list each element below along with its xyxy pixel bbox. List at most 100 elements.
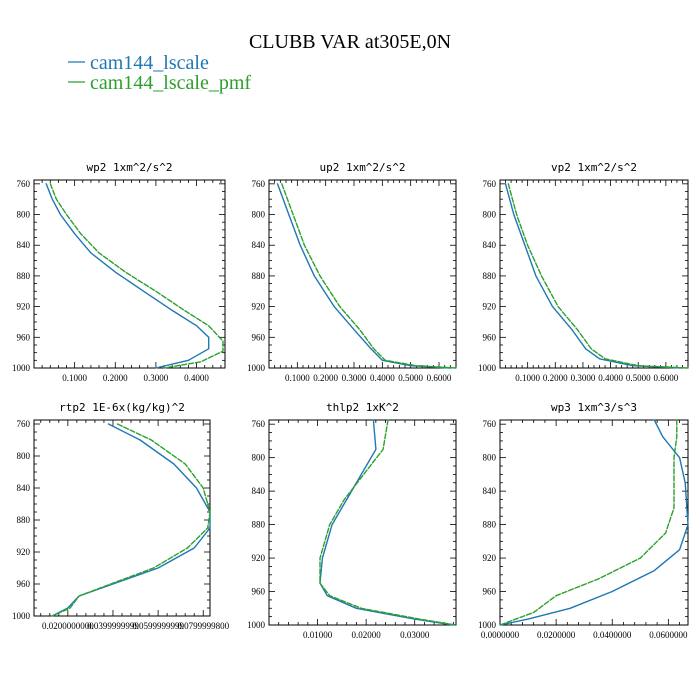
- y-tick-label: 1000: [12, 611, 31, 621]
- x-tick-label: 0.02000: [352, 630, 382, 640]
- series-line-cam144-lscale: [276, 183, 451, 369]
- series-line-cam144-lscale-pmf: [49, 183, 224, 369]
- y-tick-label: 920: [17, 302, 31, 312]
- panel-5: wp3 1xm^3/s^3 760 800 840 880 920 960 10000.000…: [478, 401, 689, 640]
- panel-title: wp3 1xm^3/s^3: [551, 401, 637, 414]
- x-tick-label: 0.1000: [515, 373, 540, 383]
- series-line-cam144-lscale-pmf: [51, 423, 211, 617]
- y-tick-label: 840: [252, 486, 266, 496]
- y-tick-label: 800: [252, 210, 266, 220]
- x-tick-label: 0.0200000000: [42, 621, 94, 631]
- x-tick-label: 0.0200000: [537, 630, 576, 640]
- x-tick-label: 0.0000000: [481, 630, 520, 640]
- y-tick-label: 880: [252, 271, 266, 281]
- x-tick-label: 0.01000: [303, 630, 333, 640]
- y-tick-label: 920: [252, 302, 266, 312]
- y-tick-label: 880: [483, 271, 497, 281]
- y-tick-label: 1000: [247, 620, 266, 630]
- panel-4: thlp2 1xK^2 760 800 840 880 920 960 1000 0.01000…: [247, 401, 457, 640]
- x-tick-label: 0.0400000: [593, 630, 632, 640]
- x-tick-label: 0.4000: [184, 373, 209, 383]
- plot-frame: [33, 179, 226, 369]
- y-tick-label: 760: [252, 179, 266, 189]
- x-tick-label: 0.0599999999: [132, 621, 184, 631]
- panel-title: thlp2 1xK^2: [326, 401, 399, 414]
- y-tick-label: 840: [252, 240, 266, 250]
- y-tick-label: 960: [252, 332, 266, 342]
- y-tick-label: 760: [483, 419, 497, 429]
- y-tick-label: 1000: [478, 363, 497, 373]
- y-tick-label: 760: [17, 179, 31, 189]
- x-tick-label: 0.0799999800: [177, 621, 229, 631]
- x-tick-label: 0.4000: [370, 373, 395, 383]
- x-tick-label: 0.5000: [626, 373, 651, 383]
- y-tick-label: 760: [252, 419, 266, 429]
- figure-title: CLUBB VAR at305E,0N: [249, 31, 451, 53]
- y-tick-label: 960: [17, 579, 31, 589]
- y-tick-label: 880: [17, 515, 31, 525]
- panel-title: up2 1xm^2/s^2: [319, 161, 405, 174]
- x-tick-label: 0.1000: [285, 373, 310, 383]
- series-line-cam144-lscale-pmf: [319, 419, 457, 626]
- y-tick-label: 800: [17, 210, 31, 220]
- x-tick-label: 0.0399999999: [87, 621, 139, 631]
- y-tick-label: 840: [483, 240, 497, 250]
- y-tick-label: 760: [17, 419, 31, 429]
- panel-title: wp2 1xm^2/s^2: [86, 161, 172, 174]
- plot-frame: [268, 179, 457, 369]
- series-line-cam144-lscale: [51, 423, 211, 617]
- series-line-cam144-lscale: [504, 183, 684, 369]
- y-tick-label: 840: [17, 240, 31, 250]
- plot-frame: [268, 419, 457, 626]
- x-tick-label: 0.6000: [427, 373, 452, 383]
- x-tick-label: 0.3000: [342, 373, 367, 383]
- x-tick-label: 0.4000: [598, 373, 623, 383]
- panels: wp2 1xm^2/s^2 760 800 840 880 920 960 1000 0.100…: [12, 161, 689, 640]
- series-line-cam144-lscale: [319, 419, 455, 626]
- y-tick-label: 920: [483, 302, 497, 312]
- panel-1: up2 1xm^2/s^2 760 800 840 880 920 960 1000 0.100…: [247, 161, 457, 383]
- x-tick-label: 0.0600000: [649, 630, 688, 640]
- legend-label-cam144-lscale-pmf: cam144_lscale_pmf: [90, 72, 251, 94]
- y-tick-label: 880: [252, 520, 266, 530]
- panel-title: rtp2 1E-6x(kg/kg)^2: [59, 401, 185, 414]
- x-tick-label: 0.2000: [543, 373, 568, 383]
- y-tick-label: 1000: [247, 363, 266, 373]
- x-tick-label: 0.03000: [400, 630, 430, 640]
- y-tick-label: 840: [17, 483, 31, 493]
- x-tick-label: 0.5000: [398, 373, 423, 383]
- panel-3: rtp2 1E-6x(kg/kg)^2 760 800 840 880 920 960 100…: [12, 401, 230, 631]
- x-tick-label: 0.3000: [144, 373, 169, 383]
- x-tick-label: 0.2000: [103, 373, 128, 383]
- y-tick-label: 1000: [12, 363, 31, 373]
- panel-title: vp2 1xm^2/s^2: [551, 161, 637, 174]
- series-line-cam144-lscale: [499, 419, 689, 626]
- y-tick-label: 800: [483, 453, 497, 463]
- y-tick-label: 920: [17, 547, 31, 557]
- x-tick-label: 0.6000: [654, 373, 679, 383]
- y-tick-label: 960: [252, 587, 266, 597]
- series-line-cam144-lscale: [45, 183, 210, 369]
- y-tick-label: 800: [252, 453, 266, 463]
- series-line-cam144-lscale-pmf: [281, 183, 457, 369]
- y-tick-label: 920: [252, 553, 266, 563]
- legend: cam144_lscale cam144_lscale_pmf: [68, 52, 251, 94]
- y-tick-label: 960: [483, 332, 497, 342]
- y-tick-label: 760: [483, 179, 497, 189]
- y-tick-label: 800: [17, 451, 31, 461]
- y-tick-label: 880: [483, 520, 497, 530]
- y-tick-label: 960: [17, 332, 31, 342]
- series-line-cam144-lscale-pmf: [507, 183, 689, 369]
- x-tick-label: 0.2000: [313, 373, 338, 383]
- y-tick-label: 1000: [478, 620, 497, 630]
- y-tick-label: 880: [17, 271, 31, 281]
- x-tick-label: 0.3000: [571, 373, 596, 383]
- series-line-cam144-lscale-pmf: [499, 419, 678, 626]
- y-tick-label: 840: [483, 486, 497, 496]
- y-tick-label: 960: [483, 587, 497, 597]
- y-tick-label: 800: [483, 210, 497, 220]
- legend-label-cam144-lscale: cam144_lscale: [90, 52, 209, 74]
- panel-0: wp2 1xm^2/s^2 760 800 840 880 920 960 1000 0.100…: [12, 161, 226, 383]
